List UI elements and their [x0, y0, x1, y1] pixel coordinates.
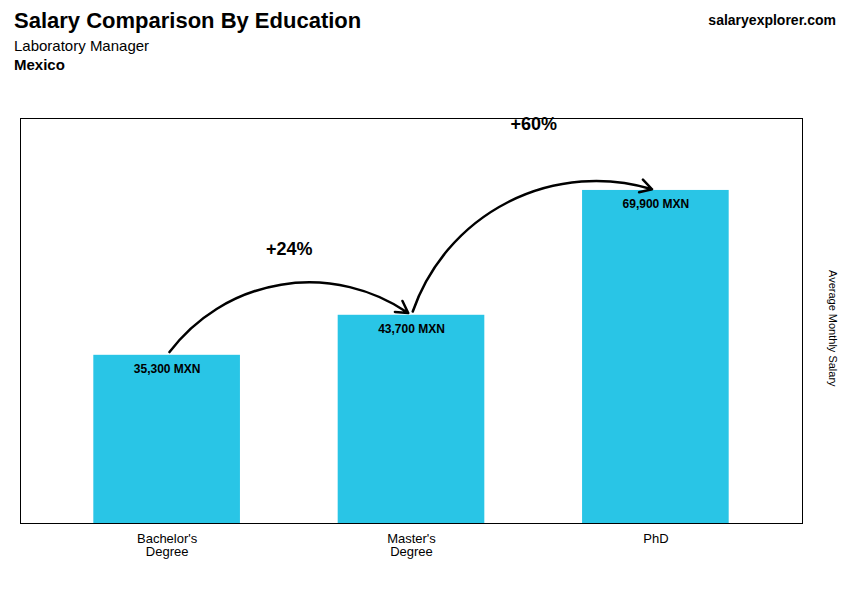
html-text:Average Monthly Salary: Average Monthly Salary	[827, 269, 839, 387]
html-text:Salary Comparison By Education: Salary Comparison By Education	[14, 8, 362, 33]
svg-text:PhD: PhD	[643, 531, 668, 546]
html-text:Mexico: Mexico	[14, 56, 65, 73]
svg-text:35,300 MXN: 35,300 MXN	[134, 362, 201, 376]
svg-text:69,900 MXN: 69,900 MXN	[623, 197, 690, 211]
svg-text:Master'sDegree: Master'sDegree	[387, 531, 436, 559]
svg-text:+24%: +24%	[266, 239, 313, 259]
svg-text:+60%: +60%	[510, 114, 557, 134]
html-text:Laboratory Manager: Laboratory Manager	[14, 37, 150, 54]
svg-text:Bachelor'sDegree: Bachelor'sDegree	[137, 531, 198, 559]
html-text:salary explorer.com: salary explorer.com	[708, 12, 836, 28]
svg-text:43,700 MXN: 43,700 MXN	[378, 322, 445, 336]
